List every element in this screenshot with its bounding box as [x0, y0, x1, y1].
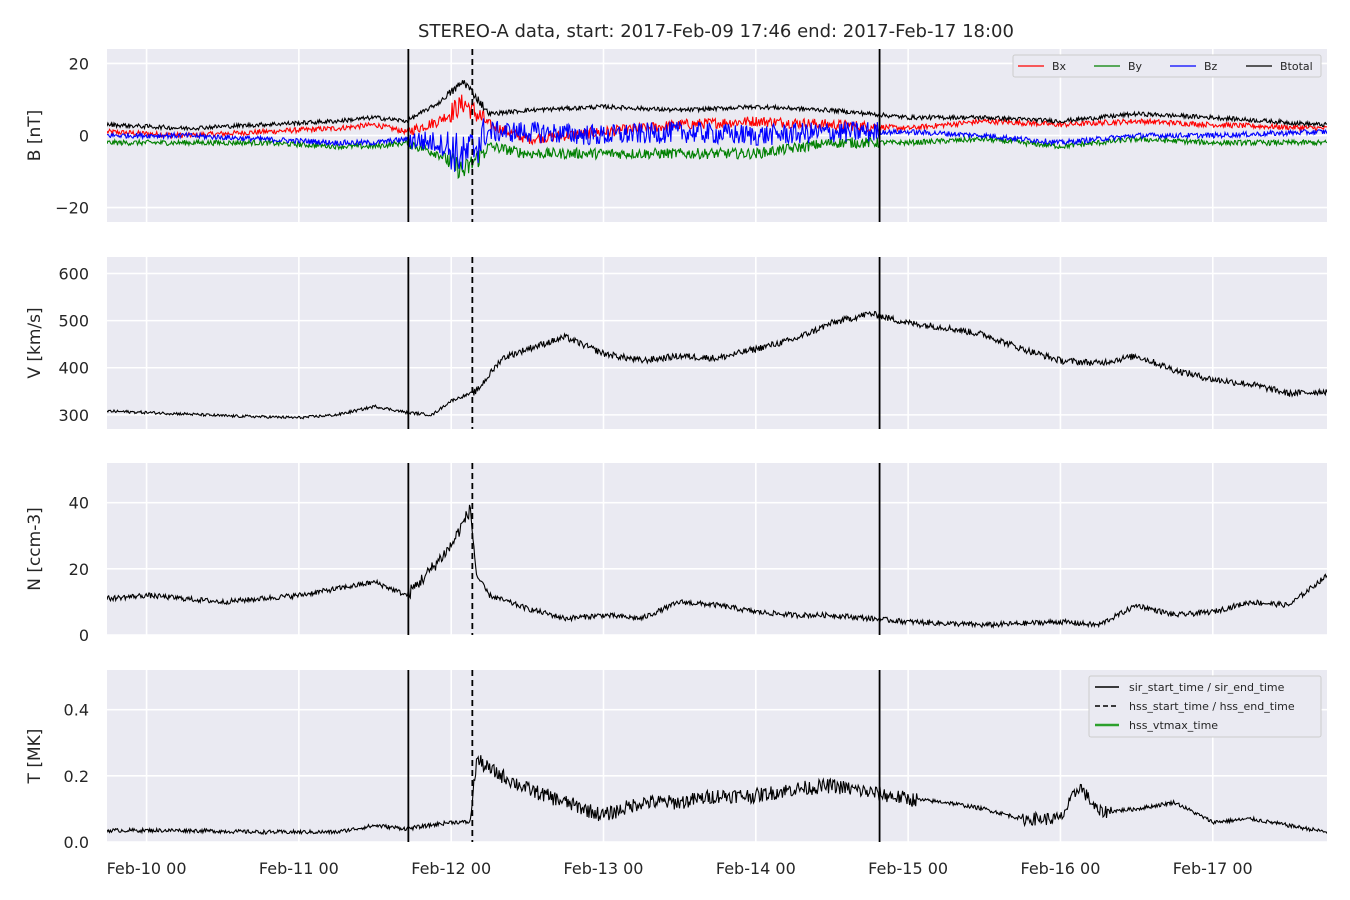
y-tick-label: 0.2	[64, 767, 89, 786]
series-line-v	[107, 310, 1327, 420]
plot-area-v	[107, 257, 1327, 429]
y-tick-label: 300	[58, 406, 89, 425]
y-tick-label: 20	[69, 560, 89, 579]
y-tick-label: 500	[58, 312, 89, 331]
x-tick-label: Feb-17 00	[1173, 859, 1253, 878]
legend-label-bz: Bz	[1204, 60, 1218, 73]
y-axis-label-t: T [MK]	[25, 729, 45, 785]
x-tick-label: Feb-12 00	[411, 859, 491, 878]
series-line-bx	[107, 94, 1327, 146]
y-tick-label: 0	[79, 626, 89, 645]
y-tick-label: 20	[69, 54, 89, 73]
y-tick-label: 400	[58, 359, 89, 378]
series-line-n	[107, 504, 1327, 629]
series-line-by	[107, 134, 1327, 180]
legend-label: hss_start_time / hss_end_time	[1129, 700, 1295, 713]
y-tick-label: 0.0	[64, 833, 89, 852]
plot-area-n	[107, 463, 1327, 635]
y-tick-label: 0	[79, 127, 89, 146]
series-group-n	[107, 504, 1327, 629]
x-tick-label: Feb-10 00	[107, 859, 187, 878]
y-tick-label: 40	[69, 494, 89, 513]
series-line-btotal	[107, 80, 1327, 132]
series-group-b	[107, 80, 1327, 180]
series-group-v	[107, 310, 1327, 420]
legend-label: sir_start_time / sir_end_time	[1129, 681, 1285, 694]
legend-label-by: By	[1128, 60, 1143, 73]
legend-t: sir_start_time / sir_end_time hss_start_t…	[1088, 675, 1322, 738]
y-axis-label-n: N [ccm-3]	[25, 507, 45, 591]
legend-label: hss_vtmax_time	[1129, 719, 1218, 732]
x-tick-label: Feb-15 00	[868, 859, 948, 878]
legend-b: Bx By Bz Btotal	[1012, 54, 1322, 78]
y-axis-label-b: B [nT]	[25, 110, 45, 162]
panels: 20 0 −20 B [nT] 600 500 400 300 V [km/s] 40 20 0 N […	[25, 49, 1327, 878]
x-tick-label: Feb-13 00	[564, 859, 644, 878]
legend-box	[1012, 54, 1322, 78]
legend-label-bx: Bx	[1052, 60, 1067, 73]
y-tick-label: −20	[55, 199, 89, 218]
series-group-t	[107, 755, 1327, 836]
x-tick-label: Feb-11 00	[259, 859, 339, 878]
legend-box	[1088, 675, 1322, 738]
series-line-t	[107, 755, 1327, 836]
legend-label-btotal: Btotal	[1280, 60, 1313, 73]
series-line-bz	[107, 118, 1327, 172]
y-tick-label: 600	[58, 264, 89, 283]
figure-title: STEREO-A data, start: 2017-Feb-09 17:46 …	[418, 21, 1014, 42]
y-tick-label: 0.4	[64, 701, 89, 720]
x-tick-label: Feb-14 00	[716, 859, 796, 878]
y-axis-label-v: V [km/s]	[25, 307, 45, 378]
x-tick-label: Feb-16 00	[1020, 859, 1100, 878]
